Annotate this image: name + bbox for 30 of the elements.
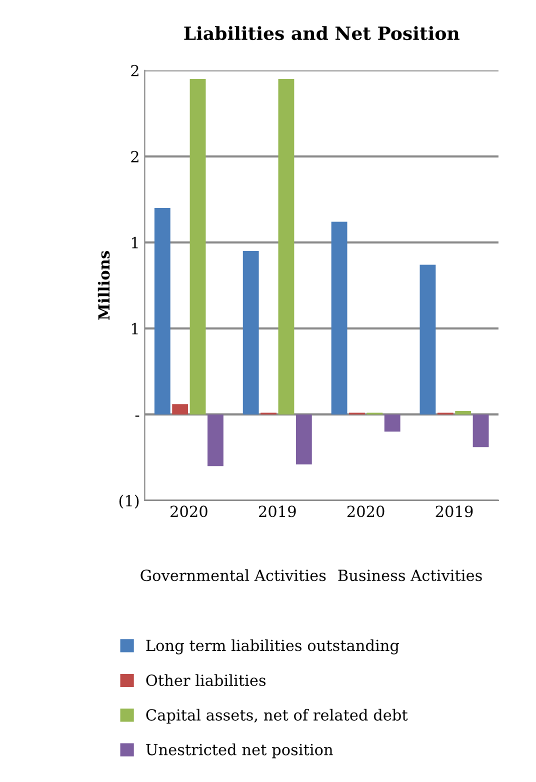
y-tick-label: 2	[131, 150, 138, 162]
y-tick-label: 2	[131, 64, 138, 76]
legend-label: Capital assets, net of related debt	[146, 708, 408, 724]
bar	[384, 414, 400, 432]
x-tick-label: 2020	[170, 506, 208, 518]
legend-label: Other liabilities	[146, 674, 266, 686]
bar	[278, 78, 294, 414]
bar	[472, 414, 489, 448]
y-tick-label: 1	[132, 322, 138, 334]
bar	[190, 78, 206, 414]
bar	[455, 411, 472, 414]
x-tick-label: 2019	[258, 506, 296, 518]
bar	[420, 264, 436, 414]
bar	[242, 251, 259, 414]
x-tick-label: 2019	[436, 506, 473, 518]
y-tick-label: (1)	[119, 494, 139, 509]
bar	[154, 208, 170, 414]
y-axis-title: Millions	[98, 251, 110, 320]
y-tick-label: -	[135, 416, 140, 417]
bar	[296, 414, 312, 464]
legend-label: Unestricted net position	[146, 744, 333, 758]
text: Governmental Activities	[140, 569, 326, 582]
y-tick-label: 1	[132, 236, 138, 248]
legend-label: Long term liabilities outstanding	[146, 639, 400, 654]
bar	[331, 222, 348, 414]
bar	[172, 404, 188, 414]
bar	[208, 414, 224, 466]
chart-title: Liabilities and Net Position	[184, 26, 460, 40]
x-tick-label: 2020	[347, 506, 384, 518]
text: Business Activities	[338, 570, 482, 582]
